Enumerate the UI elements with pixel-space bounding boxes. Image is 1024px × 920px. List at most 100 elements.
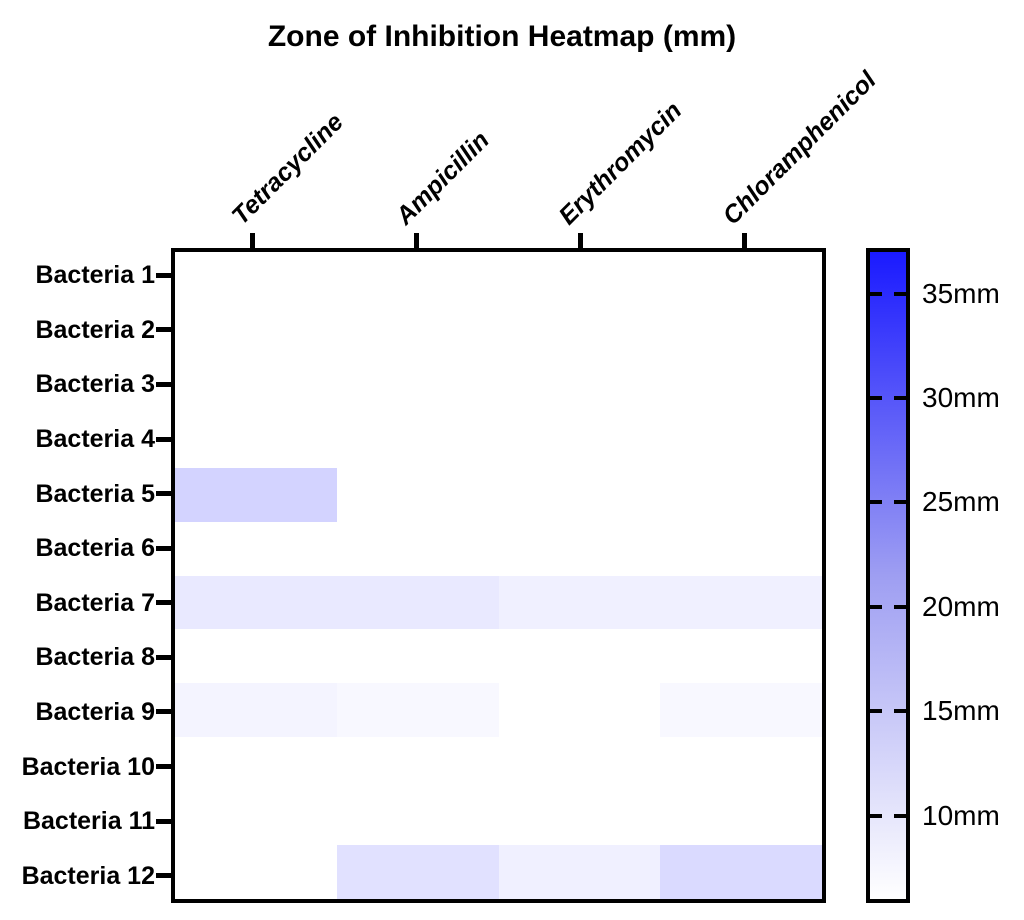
heatmap-cell [336, 413, 499, 468]
heatmap-cell [660, 791, 822, 846]
heatmap-cell [660, 629, 822, 684]
heatmap-cell [498, 845, 661, 899]
heatmap-cell [336, 845, 499, 899]
row-label: Bacteria 2 [35, 315, 155, 344]
colorbar [866, 248, 910, 903]
heatmap-cell [336, 791, 499, 846]
row-tick [156, 873, 171, 879]
heatmap-cell [175, 737, 337, 792]
row-tick [156, 764, 171, 770]
column-label: Ampicillin [390, 126, 495, 231]
heatmap-cell [175, 359, 337, 414]
row-label: Bacteria 11 [22, 807, 155, 836]
row-label: Bacteria 3 [35, 370, 155, 399]
heatmap-cell [660, 737, 822, 792]
heatmap-cell [175, 305, 337, 360]
heatmap-cell [336, 252, 499, 306]
heatmap-cell [660, 845, 822, 899]
row-label: Bacteria 7 [35, 588, 155, 617]
column-tick [577, 233, 583, 248]
row-label: Bacteria 10 [21, 752, 155, 781]
colorbar-tick-right [894, 396, 906, 401]
heatmap-cell [336, 467, 499, 522]
heatmap-cell [175, 467, 337, 522]
heatmap-cell [175, 252, 337, 306]
heatmap-cell [175, 413, 337, 468]
heatmap-cell [498, 521, 661, 576]
colorbar-tick-label: 25mm [922, 486, 1000, 518]
colorbar-tick-right [894, 813, 906, 818]
row-tick [156, 600, 171, 606]
row-label: Bacteria 8 [35, 643, 155, 672]
row-tick [156, 545, 171, 551]
colorbar-tick-left [870, 291, 882, 296]
heatmap-cell [498, 252, 661, 306]
heatmap-plot [171, 248, 826, 903]
colorbar-tick-right [894, 291, 906, 296]
colorbar-tick-label: 30mm [922, 382, 1000, 414]
column-tick [741, 233, 747, 248]
colorbar-gradient [870, 252, 906, 899]
colorbar-tick-label: 15mm [922, 695, 1000, 727]
column-tick [250, 233, 256, 248]
row-tick [156, 327, 171, 333]
colorbar-tick-right [894, 709, 906, 714]
row-label: Bacteria 9 [35, 697, 155, 726]
heatmap-cell [660, 252, 822, 306]
row-tick [156, 709, 171, 715]
column-label: Chloramphenicol [717, 66, 882, 231]
chart-title: Zone of Inhibition Heatmap (mm) [267, 20, 737, 53]
colorbar-tick-left [870, 813, 882, 818]
row-label: Bacteria 5 [35, 479, 155, 508]
heatmap-cell [175, 683, 337, 738]
row-tick [156, 381, 171, 387]
heatmap-cell [498, 467, 661, 522]
heatmap-cell [175, 521, 337, 576]
heatmap-cell [175, 845, 337, 899]
colorbar-tick-label: 20mm [922, 590, 1000, 622]
heatmap-cell [498, 413, 661, 468]
colorbar-tick-left [870, 604, 882, 609]
heatmap-cell [175, 629, 337, 684]
heatmap-cell [498, 683, 661, 738]
heatmap-cell [498, 305, 661, 360]
heatmap-cell [336, 629, 499, 684]
heatmap-cell [660, 305, 822, 360]
heatmap-cell [498, 359, 661, 414]
column-tick [414, 233, 420, 248]
heatmap-cell [660, 359, 822, 414]
heatmap-cell [660, 521, 822, 576]
heatmap-cell [336, 575, 499, 630]
heatmap-cell [498, 791, 661, 846]
row-tick [156, 491, 171, 497]
row-label: Bacteria 12 [21, 861, 155, 890]
column-label: Tetracycline [226, 107, 349, 231]
row-tick [156, 818, 171, 824]
heatmap-cell [498, 629, 661, 684]
column-label: Erythromycin [553, 96, 688, 231]
heatmap-cell [336, 683, 499, 738]
heatmap-cell [660, 413, 822, 468]
row-label: Bacteria 4 [35, 425, 155, 454]
row-label: Bacteria 1 [35, 261, 155, 290]
heatmap-cell [336, 521, 499, 576]
colorbar-tick-left [870, 396, 882, 401]
row-tick [156, 654, 171, 660]
colorbar-tick-right [894, 604, 906, 609]
heatmap-cell [336, 305, 499, 360]
colorbar-tick-label: 10mm [922, 799, 1000, 831]
colorbar-tick-right [894, 500, 906, 505]
heatmap-cell [498, 737, 661, 792]
heatmap-cell [336, 737, 499, 792]
heatmap-cell [660, 575, 822, 630]
colorbar-tick-label: 35mm [922, 277, 1000, 309]
colorbar-tick-left [870, 709, 882, 714]
colorbar-tick-left [870, 500, 882, 505]
heatmap-cell [660, 467, 822, 522]
heatmap-cell [498, 575, 661, 630]
row-tick [156, 436, 171, 442]
heatmap-cell [175, 575, 337, 630]
row-label: Bacteria 6 [35, 534, 155, 563]
heatmap-cell [660, 683, 822, 738]
